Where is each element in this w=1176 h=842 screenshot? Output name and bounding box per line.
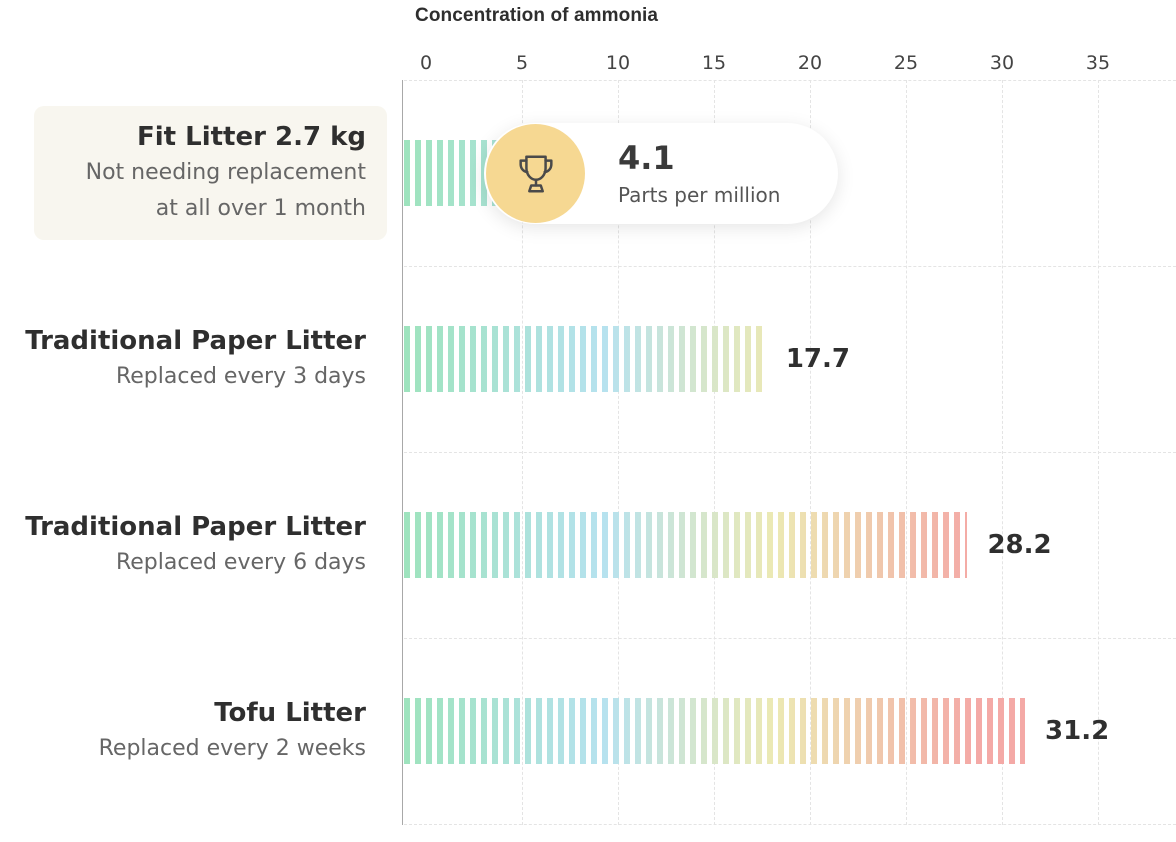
gridline-horizontal xyxy=(404,452,1176,453)
gridline-horizontal xyxy=(404,638,1176,639)
x-tick-label: 35 xyxy=(1085,52,1111,74)
value-label: 31.2 xyxy=(1045,716,1110,746)
winner-value: 4.1 xyxy=(618,139,675,177)
category-name: Traditional Paper Litter xyxy=(25,326,366,356)
winner-card: 4.1 Parts per million xyxy=(484,123,838,224)
highlight-box xyxy=(34,106,387,240)
x-tick-label: 5 xyxy=(515,52,529,74)
value-label: 17.7 xyxy=(785,344,850,374)
value-label: 28.2 xyxy=(987,530,1052,560)
y-axis-line xyxy=(402,80,403,825)
winner-unit: Parts per million xyxy=(618,183,781,207)
x-tick-label: 15 xyxy=(701,52,727,74)
gridline-horizontal xyxy=(404,824,1176,825)
category-label: Traditional Paper Litter Replaced every 3… xyxy=(25,323,366,395)
bar xyxy=(404,326,766,392)
category-label: Fit Litter 2.7 kg Not needing replacement… xyxy=(86,119,366,227)
x-tick-label: 0 xyxy=(419,52,433,74)
x-tick-label: 20 xyxy=(797,52,823,74)
category-subtitle: at all over 1 month xyxy=(155,196,366,221)
category-label: Tofu Litter Replaced every 2 weeks xyxy=(99,695,366,767)
category-name: Tofu Litter xyxy=(214,698,366,728)
x-tick-label: 30 xyxy=(989,52,1015,74)
category-name: Traditional Paper Litter xyxy=(25,512,366,542)
category-subtitle: Replaced every 3 days xyxy=(115,364,366,389)
trophy-badge xyxy=(486,124,585,223)
gridline-horizontal xyxy=(404,80,1176,81)
gridline-horizontal xyxy=(404,266,1176,267)
category-subtitle: Replaced every 6 days xyxy=(115,550,366,575)
x-tick-label: 25 xyxy=(893,52,919,74)
category-subtitle: Not needing replacement xyxy=(85,160,366,185)
category-subtitle: Replaced every 2 weeks xyxy=(98,736,366,761)
category-label: Traditional Paper Litter Replaced every 6… xyxy=(25,509,366,581)
x-tick-label: 10 xyxy=(605,52,631,74)
category-name: Fit Litter 2.7 kg xyxy=(136,122,366,152)
x-axis-title: Concentration of ammonia xyxy=(415,5,659,26)
trophy-icon xyxy=(518,155,553,192)
bar xyxy=(404,512,968,578)
bar xyxy=(404,698,1026,764)
